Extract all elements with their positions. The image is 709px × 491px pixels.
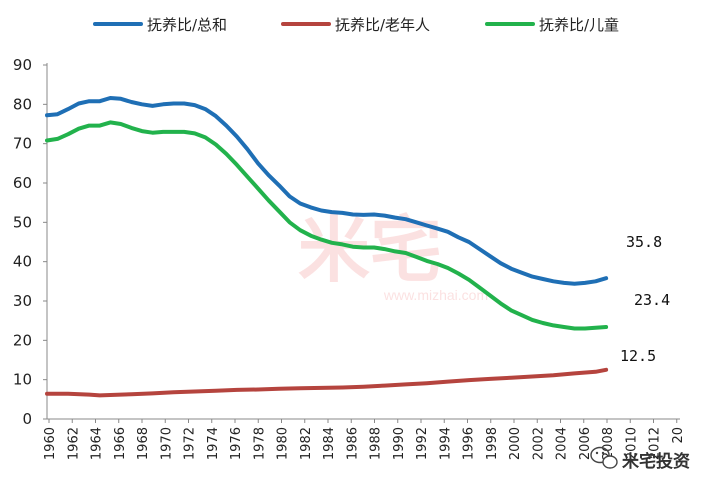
x-tick-label: 2006 [578,427,593,460]
y-tick-label: 0 [22,410,32,428]
x-tick-label: 2012 [648,427,663,460]
x-tick-label: 1998 [485,427,500,460]
x-tick-label: 1996 [462,427,477,460]
x-tick-label: 1964 [90,427,105,460]
x-tick-label: 1982 [299,427,314,460]
y-tick-label: 40 [13,253,32,271]
y-tick-label: 30 [13,292,32,310]
y-tick-label: 90 [13,56,32,74]
series-line-0 [45,96,609,286]
y-tick-label: 10 [13,371,32,389]
legend: 抚养比/总和 抚养比/老年人 抚养比/儿童 [93,16,619,34]
y-tick-label: 60 [13,174,32,192]
x-tick-label: 1974 [206,427,221,460]
wechat-icon [590,446,618,469]
legend-label-0: 抚养比/总和 [147,16,227,34]
x-tick-label: 2000 [508,427,523,460]
x-tick-label: 2004 [555,427,570,460]
x-axis: 1960 1962 1964 1966 1968 1970 1972 1974 1976 1978… [43,418,686,460]
y-axis: 0 10 20 30 40 50 60 70 80 90 [13,56,48,428]
y-tick-label: 80 [13,95,32,113]
end-label-total: 35.8 [626,233,662,251]
x-tick-label: 1976 [229,427,244,460]
x-tick-label: 1984 [322,427,337,460]
x-tick-label: 1980 [276,427,291,460]
x-tick-label: 1978 [252,427,267,460]
y-tick-label: 20 [13,331,32,349]
legend-label-1: 抚养比/老年人 [335,16,430,34]
x-tick-label: 1960 [43,427,58,460]
x-tick-label: 1962 [66,427,81,460]
end-labels: 35.8 23.4 12.5 [620,233,670,365]
x-tick-label: 1986 [345,427,360,460]
x-tick-label: 2002 [531,427,546,460]
watermark-url: www.mizhai.com [383,287,488,303]
series-group [45,96,609,398]
end-label-child: 23.4 [634,291,670,309]
brand-mark: 米宅投资 [590,446,690,472]
legend-label-2: 抚养比/儿童 [539,16,619,34]
x-tick-label: 1968 [136,427,151,460]
series-line-1 [45,367,609,398]
x-tick-label: 1972 [183,427,198,460]
x-tick-label: 1994 [438,427,453,460]
brand-text: 米宅投资 [622,451,690,472]
x-tick-label: 1966 [113,427,128,460]
end-label-elderly: 12.5 [620,347,656,365]
x-tick-label: 1988 [369,427,384,460]
y-tick-label: 50 [13,213,32,231]
y-tick-label: 70 [13,135,32,153]
x-tick-label: 1990 [392,427,407,460]
x-tick-label: 1992 [415,427,430,460]
x-tick-label: 2010 [624,427,639,460]
x-tick-label: 1970 [159,427,174,460]
x-tick-label: 20 [671,427,686,444]
watermark: 米宅 www.mizhai.com [298,211,488,303]
series-line-2 [45,120,609,331]
x-tick-label: 2008 [601,427,616,460]
